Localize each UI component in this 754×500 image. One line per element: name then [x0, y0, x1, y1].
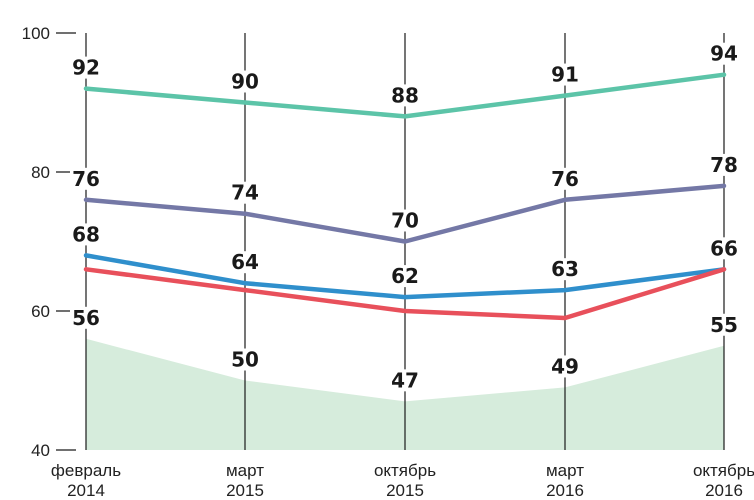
series-line-3 — [83, 267, 727, 321]
data-label-s0-p2: 88 — [391, 83, 419, 107]
data-label-bg — [389, 209, 421, 232]
data-label-bg — [70, 56, 102, 79]
x-tick-label-line1: март — [226, 461, 264, 480]
data-label-s2-p2: 62 — [391, 264, 419, 288]
x-tick-label-line2: 2014 — [67, 481, 105, 500]
data-label-bg — [70, 306, 102, 329]
data-label-bg — [549, 63, 581, 86]
y-tick-label-80: 80 — [31, 163, 50, 182]
x-tick-label-line2: 2015 — [386, 481, 424, 500]
data-label-s4-p1: 50 — [231, 348, 259, 372]
x-tick-label-line1: октябрь — [693, 461, 754, 480]
data-label-bg — [389, 84, 421, 107]
data-label-bg — [708, 42, 740, 65]
x-tick-label-line2: 2016 — [546, 481, 584, 500]
x-tick-label-line1: февраль — [51, 461, 121, 480]
x-tick-label-line1: октябрь — [374, 461, 436, 480]
series-line-1 — [83, 183, 727, 244]
x-tick-label-2: октябрь 2015 — [374, 461, 436, 500]
data-label-bg — [229, 348, 261, 371]
data-label-bg — [70, 223, 102, 246]
data-label-bg — [229, 181, 261, 204]
data-label-bg — [549, 258, 581, 281]
data-label-bg — [708, 153, 740, 176]
data-label-bg — [708, 313, 740, 336]
series-line-2 — [83, 253, 727, 300]
data-label-s0-p1: 90 — [231, 70, 259, 94]
data-label-s2-p4: 66 — [710, 236, 738, 260]
data-label-s0-p4: 94 — [710, 42, 738, 66]
data-label-s2-p3: 63 — [551, 257, 579, 281]
data-label-s2-p0: 68 — [72, 222, 100, 246]
data-label-s2-p1: 64 — [231, 250, 259, 274]
x-tick-label-line2: 2015 — [226, 481, 264, 500]
y-tick-label-60: 60 — [31, 302, 50, 321]
x-tick-label-line1: март — [546, 461, 584, 480]
data-label-s0-p3: 91 — [551, 63, 579, 87]
data-label-s4-p0: 56 — [72, 306, 100, 330]
y-tick-label-100: 100 — [22, 24, 50, 43]
x-tick-label-line2: 2016 — [705, 481, 743, 500]
y-axis: 40 60 80 100 — [22, 24, 76, 460]
data-label-s4-p3: 49 — [551, 354, 579, 378]
y-tick-label-40: 40 — [31, 441, 50, 460]
data-label-s1-p4: 78 — [710, 153, 738, 177]
data-label-bg — [229, 251, 261, 274]
data-label-s1-p1: 74 — [231, 181, 259, 205]
x-tick-label-1: март 2015 — [226, 461, 264, 500]
data-label-s1-p2: 70 — [391, 209, 419, 233]
x-tick-label-3: март 2016 — [546, 461, 584, 500]
data-labels: 92 90 88 91 94 76 74 70 76 78 68 64 62 63 66 56 50 47 49 55 — [70, 42, 740, 392]
series-lines — [83, 72, 727, 321]
data-label-bg — [229, 70, 261, 93]
data-label-bg — [389, 369, 421, 392]
data-label-bg — [549, 355, 581, 378]
data-label-s1-p0: 76 — [72, 167, 100, 191]
x-tick-label-4: октябрь 2016 — [693, 461, 754, 500]
data-label-bg — [70, 167, 102, 190]
data-label-s4-p2: 47 — [391, 368, 419, 392]
data-label-s0-p0: 92 — [72, 56, 100, 80]
data-label-s1-p3: 76 — [551, 167, 579, 191]
x-tick-label-0: февраль 2014 — [51, 461, 121, 500]
data-label-bg — [549, 167, 581, 190]
data-label-s4-p4: 55 — [710, 313, 738, 337]
series-line-0 — [83, 72, 727, 119]
data-label-bg — [708, 237, 740, 260]
data-label-bg — [389, 265, 421, 288]
